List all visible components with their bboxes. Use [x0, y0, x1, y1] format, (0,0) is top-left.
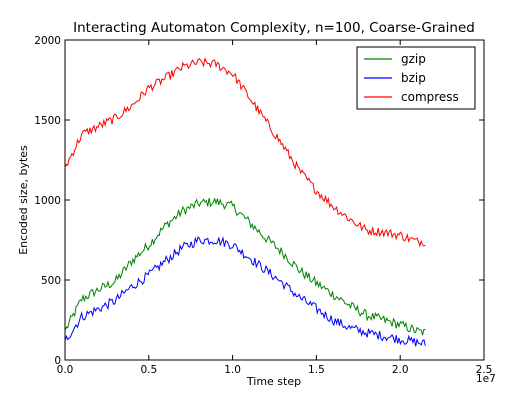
- series-line-gzip: [64, 197, 426, 336]
- y-tick-label: 500: [41, 275, 61, 287]
- legend-label-gzip: gzip: [401, 52, 426, 66]
- series-line-compress: [64, 56, 426, 248]
- y-tick-label: 0: [54, 355, 61, 367]
- y-axis-ticks: 0 500 1000 1500 2000: [34, 35, 484, 367]
- y-tick-label: 2000: [34, 35, 61, 47]
- x-tick-label: 0.5: [140, 364, 157, 376]
- y-axis-label: Encoded size, bytes: [17, 145, 30, 255]
- legend: gzip bzip compress: [356, 46, 476, 110]
- x-tick-label: 2.0: [392, 364, 409, 376]
- x-tick-label: 2.5: [476, 364, 493, 376]
- x-axis-scale-label: 1e7: [476, 373, 496, 385]
- x-tick-label: 0.0: [57, 364, 74, 376]
- series-line-bzip: [64, 236, 426, 347]
- y-tick-label: 1500: [34, 115, 61, 127]
- x-tick-label: 1.0: [224, 364, 241, 376]
- legend-label-compress: compress: [401, 90, 459, 104]
- legend-label-bzip: bzip: [401, 71, 426, 85]
- series-layer: [64, 56, 426, 347]
- x-axis-ticks: 0.0 0.5 1.0 1.5 2.0 2.5: [57, 40, 493, 376]
- chart-title: Interacting Automaton Complexity, n=100,…: [73, 20, 475, 36]
- x-axis-label: Time step: [246, 375, 301, 388]
- y-tick-label: 1000: [34, 195, 61, 207]
- x-tick-label: 1.5: [308, 364, 325, 376]
